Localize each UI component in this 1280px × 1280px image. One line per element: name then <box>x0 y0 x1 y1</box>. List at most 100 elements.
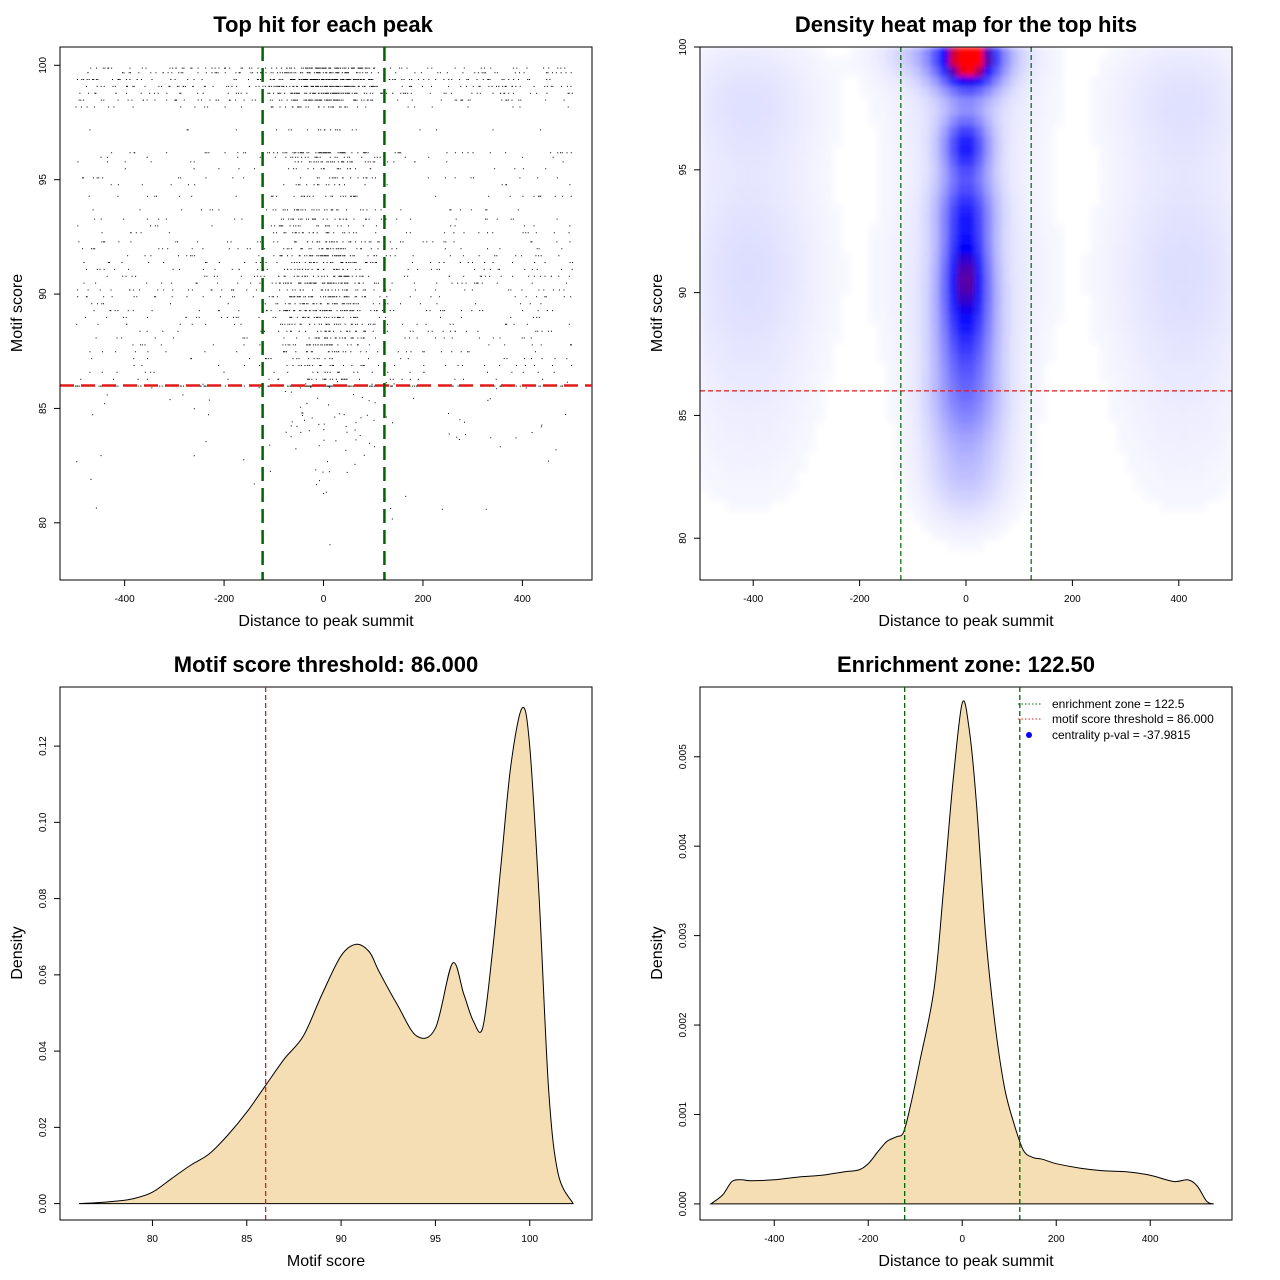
heat-cell <box>744 234 754 246</box>
heat-cell <box>903 145 914 157</box>
heat-cell <box>1125 214 1136 226</box>
y-tick-label: 0.003 <box>678 923 689 948</box>
heat-cell <box>700 343 710 354</box>
heat-cell <box>966 106 976 117</box>
heat-cell <box>1090 76 1100 88</box>
heat-cell <box>1143 333 1153 344</box>
heat-cell <box>788 175 799 186</box>
heat-cell <box>992 125 1003 137</box>
heat-cell <box>1019 96 1029 107</box>
heat-cell <box>797 76 807 88</box>
heat-cell <box>797 56 807 68</box>
heat-cell <box>1001 76 1011 88</box>
scatter-plot-frame <box>59 46 593 581</box>
heat-cell <box>726 165 737 176</box>
legend-zone-label: enrichment zone = 122.5 <box>1052 697 1185 711</box>
heat-cell <box>833 214 843 226</box>
heat-cell <box>717 362 728 374</box>
heat-cell <box>1223 461 1232 473</box>
heat-cell <box>700 303 710 315</box>
heat-cell <box>1019 195 1029 206</box>
heat-cell <box>966 165 976 176</box>
heat-cell <box>735 412 745 423</box>
heat-cell <box>788 343 799 354</box>
heat-cell <box>1152 47 1162 58</box>
heat-cell <box>1178 422 1189 433</box>
heat-cell <box>753 244 763 255</box>
heat-cell <box>1178 264 1189 275</box>
heat-cell <box>895 106 905 117</box>
heat-cell <box>930 382 940 394</box>
heat-cell <box>983 145 994 157</box>
heat-cell <box>957 56 967 68</box>
heat-cell <box>1169 303 1180 315</box>
heat-cell <box>939 412 949 423</box>
heat-cell <box>1125 76 1136 88</box>
heat-cell <box>735 76 745 88</box>
heat-cell <box>992 343 1003 354</box>
heat-cell <box>1045 352 1056 364</box>
heat-cell <box>1169 392 1180 403</box>
heat-cell <box>1196 66 1206 78</box>
heat-cell <box>1214 47 1224 58</box>
heat-cell <box>1099 175 1109 186</box>
heat-cell <box>735 461 745 473</box>
x-tick-label: 400 <box>514 594 531 605</box>
heat-cell <box>921 283 932 295</box>
heat-cell <box>1107 116 1118 127</box>
heat-cell <box>788 116 799 127</box>
x-tick-label: 0 <box>959 1234 965 1245</box>
heat-cell <box>1214 165 1224 176</box>
heat-cell <box>1001 195 1011 206</box>
heat-cell <box>886 352 896 364</box>
x-tick-label: -200 <box>850 594 870 605</box>
heat-cell <box>1223 56 1232 68</box>
heat-cell <box>1010 412 1020 423</box>
heat-cell <box>779 303 790 315</box>
heat-cell <box>753 343 763 354</box>
heat-cell <box>726 352 737 364</box>
heat-cell <box>1028 362 1038 374</box>
heat-cell <box>779 461 790 473</box>
heat-cell <box>797 303 807 315</box>
heat-cell <box>744 471 754 482</box>
heat-cell <box>1152 214 1162 226</box>
heat-cell <box>1134 333 1144 344</box>
heat-cell <box>797 362 807 374</box>
heat-cell <box>1196 382 1206 394</box>
heat-cell <box>895 66 905 78</box>
heat-cell <box>1045 56 1056 68</box>
y-tick-label: 0.005 <box>678 744 689 769</box>
x-tick-label: -200 <box>214 594 234 605</box>
heat-cell <box>957 66 967 78</box>
heat-cell <box>1090 283 1100 295</box>
heat-cell <box>948 234 958 246</box>
heat-cell <box>770 175 781 186</box>
heat-cell <box>1178 244 1189 255</box>
heat-cell <box>1205 451 1215 463</box>
heat-cell <box>1223 204 1232 216</box>
heat-cell <box>1196 392 1206 403</box>
heat-cell <box>1161 293 1171 305</box>
heat-cell <box>1214 283 1224 295</box>
heat-cell <box>762 175 772 186</box>
heat-cell <box>939 145 949 157</box>
heat-cell <box>708 471 719 482</box>
heat-cell <box>877 274 887 285</box>
heat-cell <box>824 86 834 97</box>
heat-cell <box>1205 125 1215 137</box>
heat-cell <box>948 303 958 315</box>
heat-cell <box>850 47 861 58</box>
heat-cell <box>921 323 932 334</box>
heat-cell <box>1161 382 1171 394</box>
heat-cell <box>948 135 958 147</box>
heat-cell <box>1187 145 1198 157</box>
heat-cell <box>992 106 1003 117</box>
heat-cell <box>1036 66 1047 78</box>
heat-cell <box>797 254 807 265</box>
heat-cell <box>700 402 710 413</box>
heat-cell <box>1223 135 1232 147</box>
heat-cell <box>1134 313 1144 324</box>
heat-cell <box>753 185 763 196</box>
heat-cell <box>957 106 967 117</box>
